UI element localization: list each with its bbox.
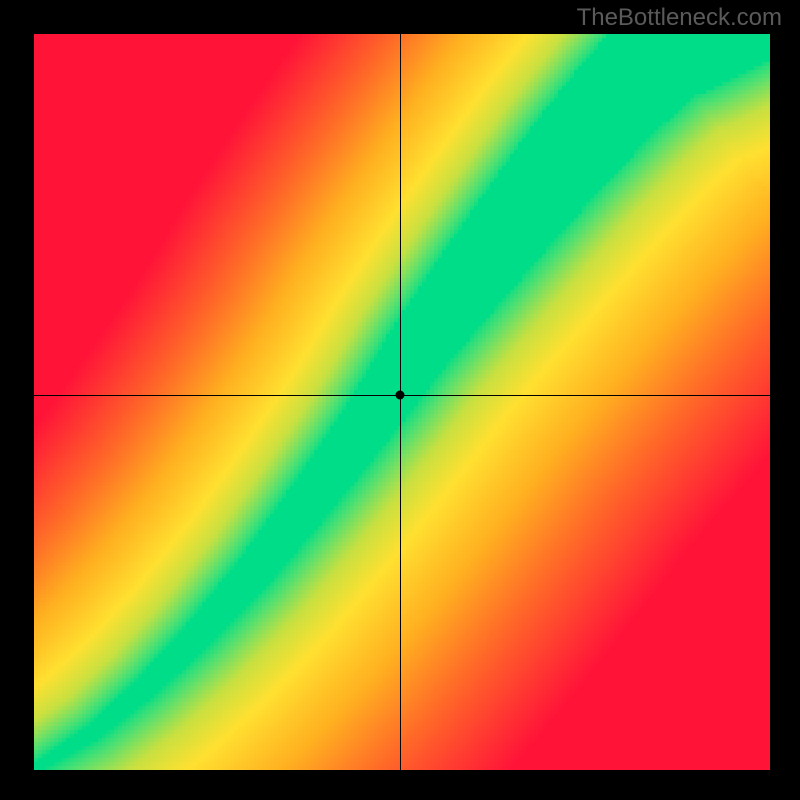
attribution-text: TheBottleneck.com xyxy=(577,4,782,32)
crosshair-vertical xyxy=(400,34,401,770)
marker-dot xyxy=(396,391,405,400)
bottleneck-heatmap xyxy=(34,34,770,770)
